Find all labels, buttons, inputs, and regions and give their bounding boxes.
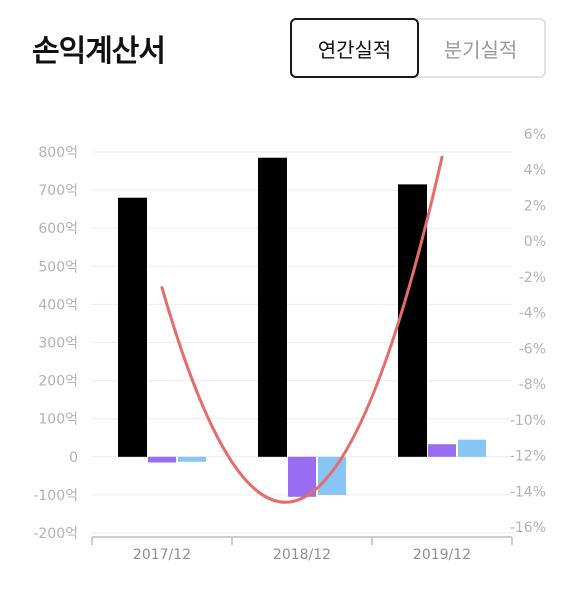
- bars: [118, 157, 486, 497]
- x-tick-label: 2017/12: [133, 547, 191, 563]
- x-tick-label: 2019/12: [413, 547, 471, 563]
- right-axis-ticks: 6% 4% 2% 0% -2% -4% -6% -8% -10% -12% -14% -16%: [510, 127, 546, 536]
- right-tick-label: 6%: [524, 127, 546, 143]
- left-tick-label: 500억: [38, 259, 78, 275]
- margin-line: [160, 155, 444, 504]
- left-tick-label: 100억: [38, 412, 78, 428]
- bar[interactable]: [458, 439, 486, 457]
- left-tick-label: -100억: [33, 488, 78, 504]
- right-tick-label: -12%: [510, 449, 546, 465]
- bar[interactable]: [398, 184, 427, 457]
- right-tick-label: 4%: [524, 163, 546, 179]
- left-tick-label: 300억: [38, 336, 78, 352]
- line-series[interactable]: [160, 155, 444, 504]
- right-tick-label: -16%: [510, 520, 546, 536]
- left-tick-label: 0: [69, 450, 78, 466]
- right-tick-label: -10%: [510, 413, 546, 429]
- period-toggle: 연간실적 분기실적: [290, 18, 548, 78]
- income-statement-chart: 800억 700억 600억 500억 400억 300억 200억 100억 0 -100억 -2…: [0, 100, 580, 599]
- left-tick-label: 400억: [38, 297, 78, 313]
- left-tick-label: 600억: [38, 221, 78, 237]
- left-tick-label: 800억: [38, 145, 78, 161]
- x-axis: 2017/12 2018/12 2019/12: [91, 536, 513, 563]
- right-tick-label: -8%: [519, 377, 546, 393]
- right-tick-label: -2%: [519, 270, 546, 286]
- bar[interactable]: [258, 157, 287, 457]
- x-tick-label: 2018/12: [273, 547, 331, 563]
- bar[interactable]: [288, 456, 316, 497]
- left-axis-ticks: 800억 700억 600억 500억 400억 300억 200억 100억 0 -100억 -2…: [33, 145, 78, 542]
- tab-quarterly-results[interactable]: 분기실적: [417, 18, 546, 78]
- chart-svg: 800억 700억 600억 500억 400억 300억 200억 100억 0 -100억 -2…: [33, 127, 546, 563]
- bar[interactable]: [148, 456, 176, 463]
- right-tick-label: 2%: [524, 198, 546, 214]
- left-tick-label: 200억: [38, 374, 78, 390]
- tab-annual-results[interactable]: 연간실적: [290, 18, 419, 78]
- page-title: 손익계산서: [32, 34, 166, 69]
- bar[interactable]: [428, 444, 456, 457]
- right-tick-label: -14%: [510, 484, 546, 500]
- left-tick-label: -200억: [33, 526, 78, 542]
- bar[interactable]: [118, 197, 147, 457]
- right-tick-label: -6%: [519, 341, 546, 357]
- left-tick-label: 700억: [38, 183, 78, 199]
- right-tick-label: -4%: [519, 306, 546, 322]
- bar[interactable]: [178, 456, 206, 462]
- bar[interactable]: [318, 456, 346, 495]
- right-tick-label: 0%: [524, 234, 546, 250]
